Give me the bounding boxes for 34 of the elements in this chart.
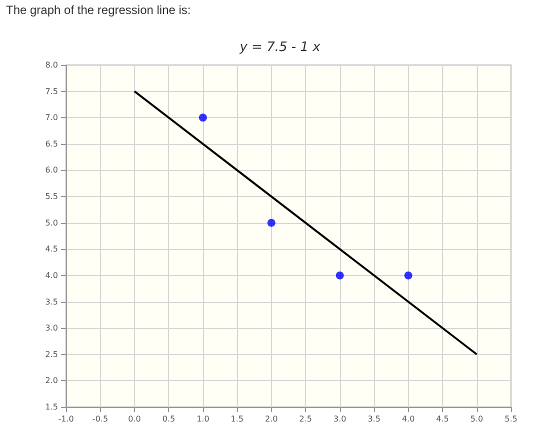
- x-tick-label: 2.0: [265, 414, 278, 424]
- x-tick-label: 4.0: [402, 414, 415, 424]
- x-tick-label: -1.0: [58, 414, 74, 424]
- x-tick-label: 0.0: [128, 414, 141, 424]
- x-tick-label: -0.5: [92, 414, 108, 424]
- x-tick-label: 2.5: [299, 414, 312, 424]
- y-tick-label: 8.0: [45, 60, 58, 70]
- point: [267, 218, 276, 227]
- x-tick-label: 4.5: [436, 414, 449, 424]
- x-tick-label: 3.0: [333, 414, 346, 424]
- x-tick-label: 3.5: [368, 414, 380, 424]
- y-tick-label: 7.5: [45, 86, 58, 96]
- y-tick-label: 5.0: [45, 218, 58, 228]
- y-tick-label: 1.5: [45, 402, 58, 412]
- y-tick-label: 6.5: [45, 139, 58, 148]
- chart-title: y = 7.5 - 1 x: [238, 40, 321, 55]
- y-tick-label: 7.0: [45, 113, 58, 122]
- x-tick-label: 5.5: [504, 414, 518, 424]
- text: The graph of the regression line is:: [6, 3, 191, 17]
- x-tick-label: 1.5: [230, 414, 244, 424]
- y-tick-label: 3.0: [45, 324, 58, 333]
- y-tick-label: 3.5: [45, 297, 58, 306]
- point: [336, 271, 344, 280]
- y-tick-label: 2.0: [45, 376, 58, 386]
- y-tick-label: 2.5: [45, 350, 58, 359]
- y-tick-label: 5.5: [45, 192, 58, 202]
- point: [404, 271, 412, 280]
- point: [198, 114, 207, 122]
- y-tick-label: 4.5: [45, 244, 58, 254]
- x-tick-label: 5.0: [470, 414, 484, 424]
- y-tick-label: 4.0: [45, 270, 58, 280]
- x-tick-label: 1.0: [196, 414, 210, 424]
- x-tick-label: 0.5: [162, 414, 176, 424]
- y-tick-label: 6.0: [45, 166, 58, 175]
